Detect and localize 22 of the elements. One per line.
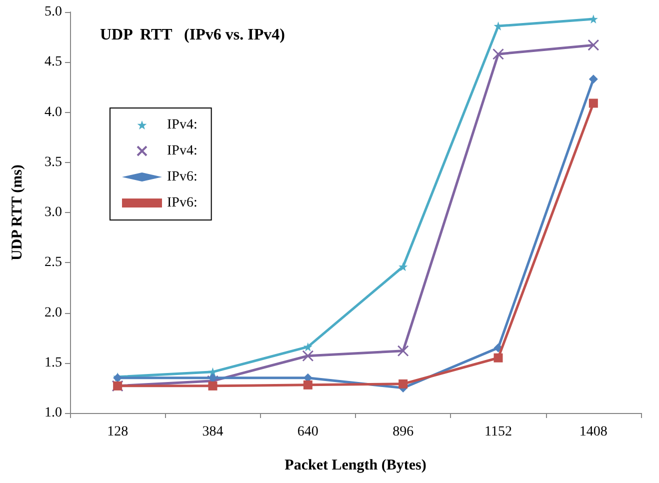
y-tick-label: 2.0 [44, 305, 62, 320]
y-tick-label: 5.0 [44, 4, 62, 20]
x-tick-label: 1152 [484, 424, 512, 440]
y-tick-label: 2.5 [44, 255, 62, 270]
y-tick-label: 4.0 [44, 104, 62, 120]
legend-label: IPv4: [167, 118, 198, 132]
legend-label: IPv4: [167, 144, 198, 158]
x-tick-label: 128 [107, 424, 128, 440]
y-tick-label: 1.0 [44, 406, 62, 420]
y-tick-label: 1.5 [44, 355, 62, 370]
y-axis-title: UDP RTT (ms) [10, 164, 26, 260]
y-tick-label: 4.5 [44, 54, 62, 70]
x-tick-label: 640 [297, 424, 318, 440]
y-tick-label: 3.0 [44, 205, 62, 220]
x-tick-label: 1408 [579, 424, 608, 440]
text: UDP RTT (IPv6 vs. IPv4) [100, 26, 285, 44]
legend-label: IPv6: [167, 170, 198, 184]
legend-label: IPv6: [167, 196, 198, 210]
y-tick-label: 3.5 [44, 154, 62, 170]
x-axis-title: Packet Length (Bytes) [284, 458, 426, 474]
x-tick-label: 896 [392, 424, 414, 440]
x-tick-label: 384 [202, 424, 224, 440]
